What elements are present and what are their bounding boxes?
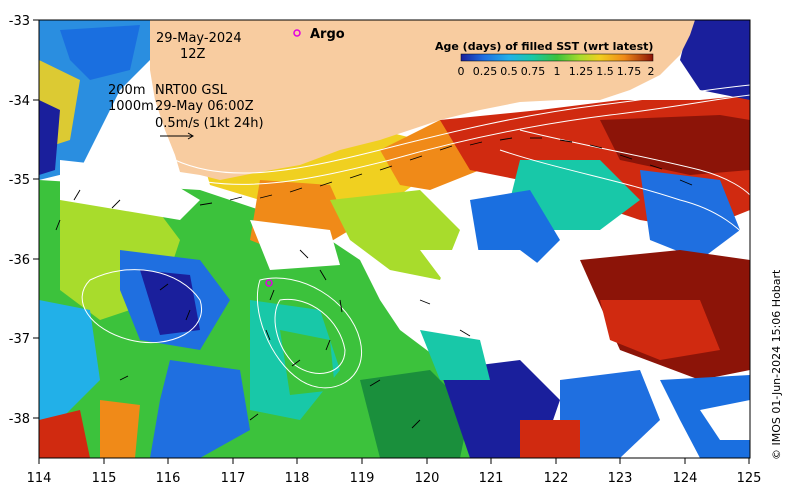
sst-age-field xyxy=(39,20,750,458)
argo-label: Argo xyxy=(310,27,345,42)
date-label: 29-May-2024 xyxy=(156,31,242,46)
legend-tick: 1.25 xyxy=(569,65,594,78)
y-tick-label: -37 xyxy=(9,332,30,347)
x-tick-label: 115 xyxy=(92,471,117,486)
legend-tick: 1.5 xyxy=(596,65,614,78)
x-tick-label: 118 xyxy=(285,471,310,486)
legend-tick: 0.5 xyxy=(500,65,518,78)
x-tick-label: 120 xyxy=(415,471,440,486)
y-tick-label: -34 xyxy=(9,94,30,109)
legend-tick: 0.25 xyxy=(473,65,498,78)
argo-legend-marker xyxy=(293,29,301,37)
product-label: NRT00 GSL xyxy=(155,83,228,98)
y-tick-label: -35 xyxy=(9,173,30,188)
legend: Age (days) of filled SST (wrt latest) 0 … xyxy=(435,40,655,78)
contour-label-1000m: 1000m xyxy=(108,99,154,114)
current-vectors xyxy=(55,137,693,429)
y-tick-label: -36 xyxy=(9,253,30,268)
x-tick-label: 123 xyxy=(608,471,633,486)
plot-frame xyxy=(38,19,751,459)
x-tick-label: 116 xyxy=(156,471,181,486)
x-tick-label: 124 xyxy=(673,471,698,486)
legend-colorbar xyxy=(460,53,654,62)
y-axis: -33 -34 -35 -36 -37 -38 xyxy=(9,14,39,427)
x-tick-label: 125 xyxy=(737,471,762,486)
x-tick-label: 121 xyxy=(479,471,504,486)
legend-tick: 1 xyxy=(554,65,561,78)
argo-float-marker-2[interactable] xyxy=(265,279,273,287)
legend-title: Age (days) of filled SST (wrt latest) xyxy=(435,40,653,53)
vector-scale-arrowhead xyxy=(187,132,194,140)
contour-label-200m: 200m xyxy=(108,83,145,98)
time-label: 12Z xyxy=(180,47,206,62)
timestamp-label: 29-May 06:00Z xyxy=(155,99,254,114)
legend-tick: 2 xyxy=(648,65,655,78)
plot-area xyxy=(39,20,750,458)
legend-tick: 1.75 xyxy=(617,65,642,78)
vector-scale-label: 0.5m/s (1kt 24h) xyxy=(155,116,264,131)
legend-tick: 0 xyxy=(458,65,465,78)
x-tick-label: 119 xyxy=(350,471,375,486)
x-axis: 114 115 116 117 118 119 120 121 122 123 … xyxy=(27,458,762,486)
legend-tick: 0.75 xyxy=(521,65,546,78)
y-tick-label: -33 xyxy=(9,14,30,29)
x-tick-label: 114 xyxy=(27,471,52,486)
x-tick-label: 122 xyxy=(544,471,569,486)
y-tick-label: -38 xyxy=(9,412,30,427)
credit-label: © IMOS 01-Jun-2024 15:06 Hobart xyxy=(770,269,783,460)
x-tick-label: 117 xyxy=(221,471,246,486)
bathymetry-contours xyxy=(81,84,750,389)
